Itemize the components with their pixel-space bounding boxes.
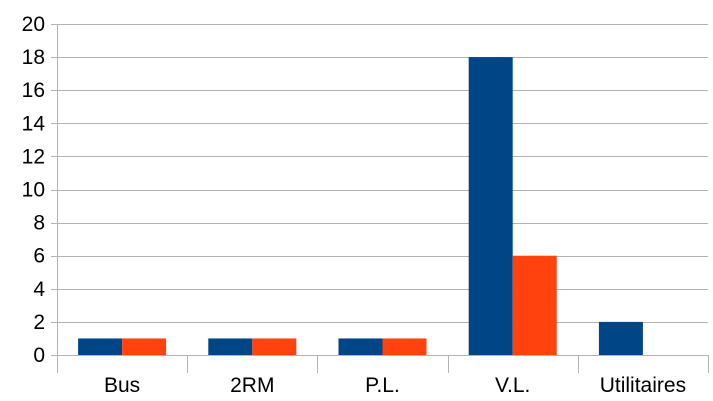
- x-tick-label: 2RM: [230, 374, 274, 397]
- bar-series-2-bus: [122, 338, 167, 355]
- y-tick-label: 20: [22, 13, 45, 36]
- x-tick-label: V.L.: [495, 374, 530, 397]
- y-tick-label: 10: [22, 179, 45, 202]
- bar-series-1-utilitaires: [598, 321, 643, 355]
- bar-series-2-p-l: [382, 338, 427, 355]
- bar-series-1-bus: [78, 338, 123, 355]
- bar-series-1-v-l: [468, 57, 513, 355]
- bar-series-2-2rm: [252, 338, 297, 355]
- x-tick-label: P.L.: [365, 374, 400, 397]
- bar-series-2-v-l: [512, 255, 557, 355]
- y-tick-label: 16: [22, 79, 45, 102]
- bars: [78, 57, 643, 355]
- y-tick-label: 2: [33, 311, 45, 334]
- tick-labels: 0 2 4 6 8 10 12 14 16 18 20 Bus 2RM P.L. V.L. Utilitair…: [22, 13, 686, 397]
- y-tick-label: 18: [22, 46, 45, 69]
- y-tick-label: 14: [22, 112, 46, 135]
- gridlines: [57, 24, 708, 323]
- bar-series-1-2rm: [208, 338, 253, 355]
- y-tick-label: 6: [33, 245, 45, 268]
- y-tick-label: 12: [22, 145, 45, 168]
- bar-series-1-p-l: [338, 338, 383, 355]
- x-tick-label: Utilitaires: [600, 374, 686, 397]
- y-tick-label: 8: [33, 212, 45, 235]
- y-tick-label: 0: [33, 344, 45, 367]
- y-tick-label: 4: [33, 278, 45, 301]
- x-tick-label: Bus: [104, 374, 140, 397]
- axes: [51, 24, 709, 373]
